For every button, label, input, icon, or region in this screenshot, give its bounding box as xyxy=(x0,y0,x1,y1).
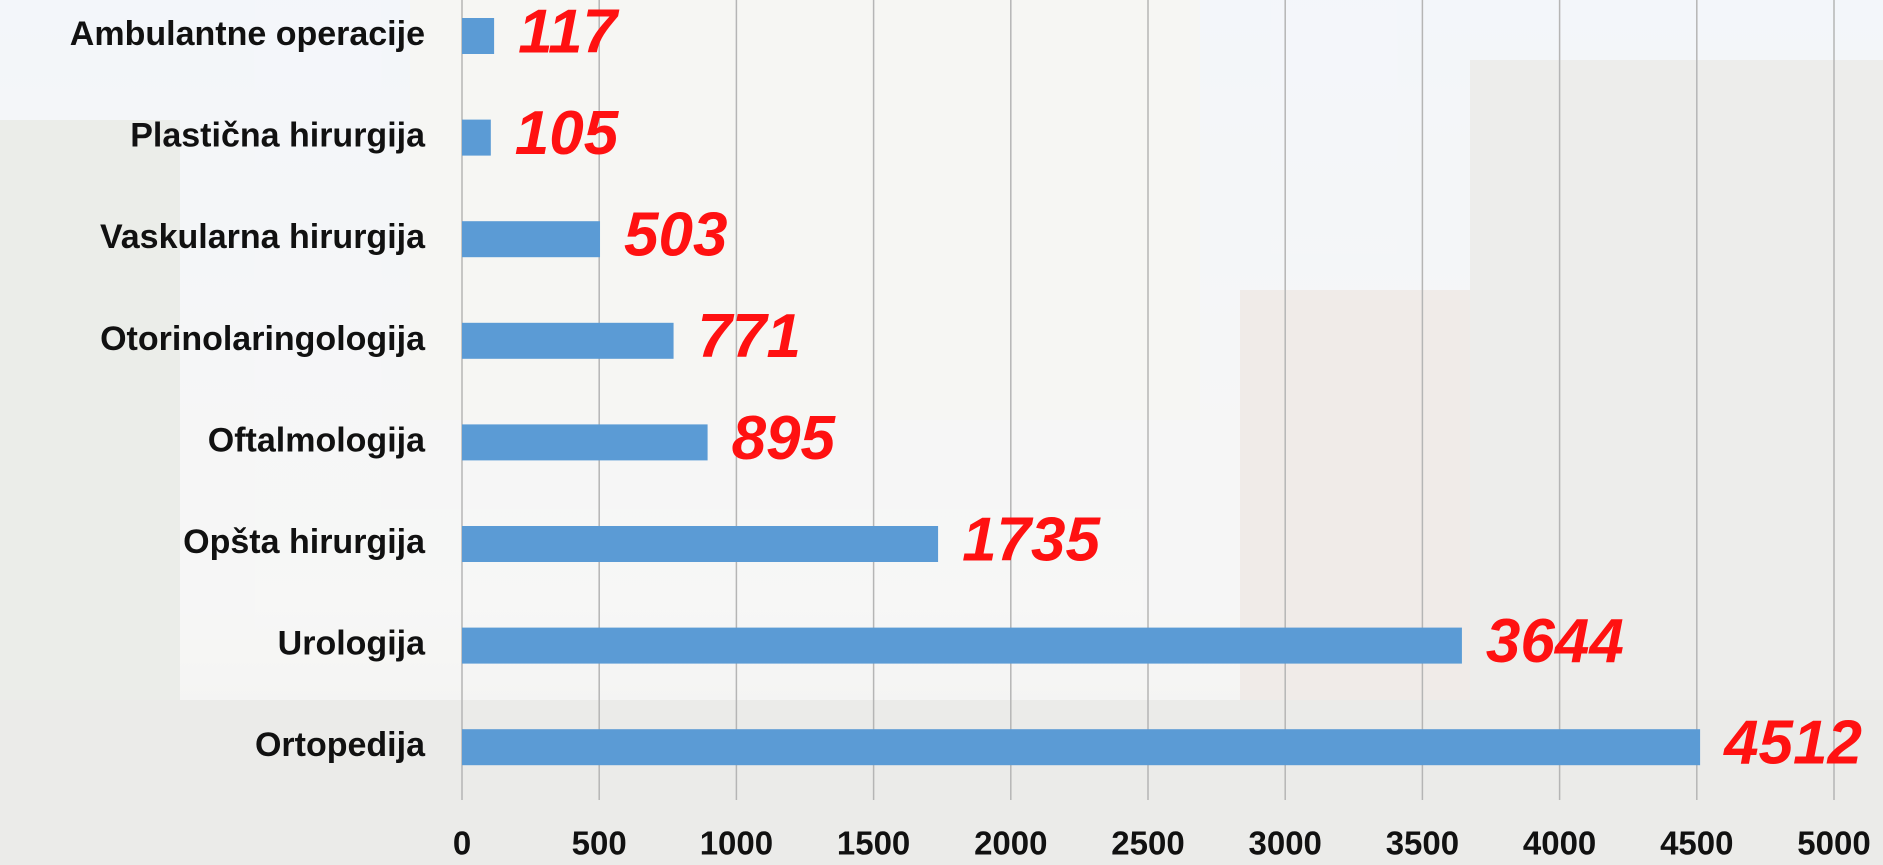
data-label: 105 xyxy=(515,99,620,168)
data-label: 895 xyxy=(732,404,837,473)
x-tick-label: 3000 xyxy=(1248,825,1321,862)
bar xyxy=(462,424,708,460)
bar xyxy=(462,526,938,562)
y-tick-label: Urologija xyxy=(278,625,426,663)
x-tick-label: 1500 xyxy=(837,825,910,862)
chart: 0 500 1000 1500 2000 2500 3000 3500 4000 4500 5000… xyxy=(0,0,1883,865)
data-label: 1735 xyxy=(962,505,1101,574)
data-label: 117 xyxy=(518,0,619,66)
x-tick-label: 4000 xyxy=(1523,825,1596,862)
bar xyxy=(462,628,1462,664)
x-tick-label: 500 xyxy=(572,825,627,862)
data-label: 3644 xyxy=(1486,607,1624,676)
y-tick-label: Ambulantne operacije xyxy=(70,15,425,53)
bar xyxy=(462,729,1700,765)
x-tick-label: 3500 xyxy=(1386,825,1459,862)
bar xyxy=(462,221,600,257)
bar xyxy=(462,18,494,54)
bar xyxy=(462,323,674,359)
bar xyxy=(462,120,491,156)
data-label: 771 xyxy=(698,302,801,371)
y-tick-label: Ortopedija xyxy=(255,726,426,764)
y-tick-label: Otorinolaringologija xyxy=(100,320,426,358)
y-tick-label: Opšta hirurgija xyxy=(183,523,426,561)
x-tick-label: 5000 xyxy=(1797,825,1870,862)
x-tick-label: 1000 xyxy=(700,825,773,862)
x-tick-label: 2500 xyxy=(1111,825,1184,862)
x-tick-label: 0 xyxy=(453,825,471,862)
y-tick-label: Oftalmologija xyxy=(208,421,426,459)
x-tick-label: 4500 xyxy=(1660,825,1733,862)
y-tick-label: Plastična hirurgija xyxy=(130,117,426,155)
y-tick-label: Vaskularna hirurgija xyxy=(100,218,426,256)
x-tick-label: 2000 xyxy=(974,825,1047,862)
data-label: 4512 xyxy=(1722,709,1862,778)
data-label: 503 xyxy=(624,201,727,270)
